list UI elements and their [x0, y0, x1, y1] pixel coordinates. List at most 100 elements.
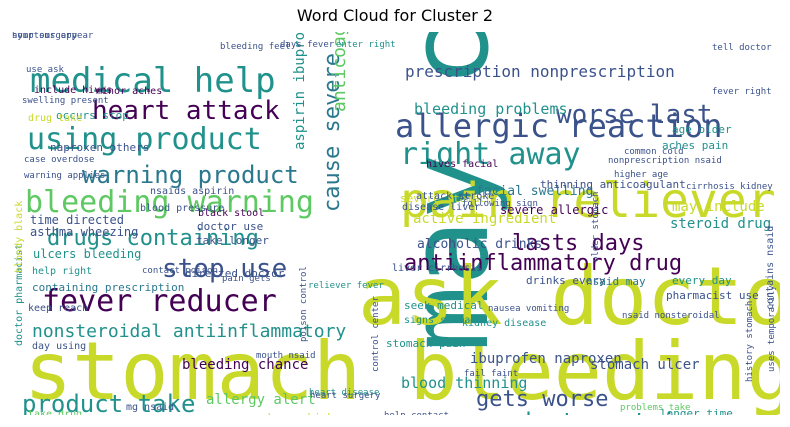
word-cloud-term: time directed: [30, 213, 124, 227]
word-cloud-term: every day: [672, 274, 732, 287]
word-cloud-term: pain gets: [222, 274, 271, 284]
word-cloud-term: product take: [22, 390, 196, 415]
word-cloud-term: alcoholic drinks: [417, 237, 543, 252]
word-cloud-term: nsaids aspirin: [150, 186, 235, 197]
word-cloud-term: bleeding warning: [25, 185, 314, 220]
word-cloud-term: product contain: [474, 410, 691, 415]
word-cloud-term: longer time: [660, 407, 733, 415]
word-cloud-term: severe stomach: [400, 192, 493, 205]
word-cloud-term: drugs containing: [47, 226, 259, 251]
word-cloud-term: take drug: [28, 409, 83, 416]
word-cloud-term: severe allergic: [500, 203, 609, 217]
word-cloud-term: pharmacist use: [666, 289, 759, 302]
word-cloud-term: mouth nsaid: [256, 351, 316, 361]
word-cloud-term: keep reach: [28, 303, 89, 314]
word-cloud-term: blood thinning: [401, 374, 528, 392]
word-cloud-term: allergy alert: [206, 392, 316, 408]
word-cloud-term: occurs stop: [56, 109, 129, 122]
word-cloud-term: right away: [400, 137, 581, 172]
word-cloud-term: tell doctor: [712, 43, 772, 53]
word-cloud-term: nonprescription nsaid: [608, 156, 722, 166]
word-cloud-term: liver cirrhosis: [392, 263, 483, 274]
word-cloud-term: uses temporarily: [767, 285, 777, 372]
word-cloud-term: active ingredient: [413, 211, 557, 227]
word-cloud-term: chance higher: [261, 412, 347, 415]
word-cloud-term: bleeding feel: [220, 42, 291, 52]
word-cloud-term: case overdose: [24, 155, 95, 165]
word-cloud-term: age older: [672, 123, 732, 136]
word-cloud-term: heart disease: [309, 388, 380, 398]
word-cloud-term: warning applies: [24, 171, 106, 181]
word-cloud-term: cirrhosis kidney: [686, 182, 773, 192]
word-cloud-term: pain reliever: [400, 173, 776, 229]
word-cloud-term: ibuprofen naproxen: [470, 351, 622, 367]
chart-title: Word Cloud for Cluster 2: [296, 6, 494, 25]
word-cloud-term: ask doctor: [358, 250, 780, 343]
word-cloud-term: ulcers bleeding: [33, 247, 142, 261]
word-cloud-term: may include: [672, 199, 765, 215]
word-cloud-term: higher age: [614, 170, 669, 180]
word-cloud-term: blood pressure: [140, 203, 225, 214]
word-cloud-term: nsaid may: [586, 275, 646, 288]
word-cloud-term: nonsteroidal antiinflammatory: [32, 321, 347, 342]
word-cloud-term: stomach pain: [386, 337, 466, 350]
word-cloud-term: stop use: [162, 254, 288, 284]
word-cloud-term: symptoms appear: [12, 32, 94, 41]
word-cloud-term: nausea vomiting: [488, 304, 570, 314]
word-cloud-term: reliever fever: [308, 281, 384, 291]
word-cloud-term: drug take: [28, 113, 83, 124]
word-cloud-term: disease liver: [402, 202, 481, 213]
word-cloud-term: nsaid nonsteroidal: [622, 311, 720, 321]
word-cloud-term: warning product: [82, 161, 299, 189]
word-cloud-term: heart surgery: [310, 391, 381, 401]
word-cloud-term: gets worse: [476, 387, 609, 412]
word-cloud-term: antiinflammatory drug: [404, 251, 683, 276]
word-cloud-term: stomach bleeding: [24, 325, 780, 415]
word-cloud-term: steroid drug: [670, 216, 772, 232]
word-cloud-term: naproxen others: [50, 141, 150, 154]
word-cloud-term: aches pain: [662, 139, 729, 152]
word-cloud-term: bloody black: [14, 200, 25, 273]
word-cloud-term: day using: [32, 341, 87, 352]
word-cloud-term: fever reducer: [42, 284, 277, 319]
word-cloud-term: doctor use: [197, 220, 264, 233]
word-cloud-term: history stomach: [745, 300, 755, 382]
word-cloud-term: control center: [371, 296, 381, 372]
word-cloud-term: common cold: [624, 147, 684, 157]
word-cloud-term: facial swelling: [476, 184, 594, 199]
word-cloud-term: contact poison: [142, 266, 218, 276]
word-cloud-term: bleeding chance: [182, 357, 309, 373]
word-cloud-term: black stool: [198, 208, 265, 219]
word-cloud-term: stomach ulcer: [590, 357, 700, 373]
word-cloud-term: minor aches: [96, 86, 163, 97]
word-cloud-term: hives facial: [426, 159, 499, 170]
word-cloud-term: fever right: [712, 87, 772, 97]
word-cloud-term: hour surgery: [12, 32, 78, 41]
word-cloud-term: lasts days: [512, 231, 645, 256]
word-cloud-term: mg nsaid: [126, 402, 175, 413]
word-cloud-term: bleeding problems: [414, 100, 568, 118]
word-cloud-term: following sign: [462, 199, 538, 209]
word-cloud-term: seek medical: [404, 299, 484, 312]
word-cloud-term: include hives: [34, 85, 113, 96]
word-cloud-term: directed doctor: [185, 267, 285, 280]
word-cloud-term: fail faint: [464, 369, 519, 379]
word-cloud-term: allergic reaction: [395, 107, 723, 145]
word-cloud-term: drinks every: [526, 274, 606, 287]
word-cloud-term: asthma wheezing: [30, 225, 139, 239]
word-cloud-term: heart attack: [92, 96, 280, 126]
word-cloud-term: help contact: [384, 412, 449, 416]
word-cloud-term: signs stomach: [404, 315, 483, 326]
word-cloud-term: attack stroke: [416, 191, 495, 202]
word-cloud-term: prescription nonprescription: [405, 62, 675, 81]
word-cloud-term: using product: [27, 122, 262, 157]
word-cloud-term: thinning anticoagulant: [540, 178, 686, 191]
word-cloud-term: older stomach: [591, 191, 601, 262]
word-cloud-term: swelling present: [22, 96, 109, 106]
word-cloud-term: containing prescription: [32, 281, 185, 294]
word-cloud-term: problems take: [620, 403, 691, 413]
word-cloud-term: help right: [32, 266, 93, 277]
word-cloud-term: kidney disease: [462, 318, 547, 329]
word-cloud-term: use ask: [26, 65, 64, 75]
